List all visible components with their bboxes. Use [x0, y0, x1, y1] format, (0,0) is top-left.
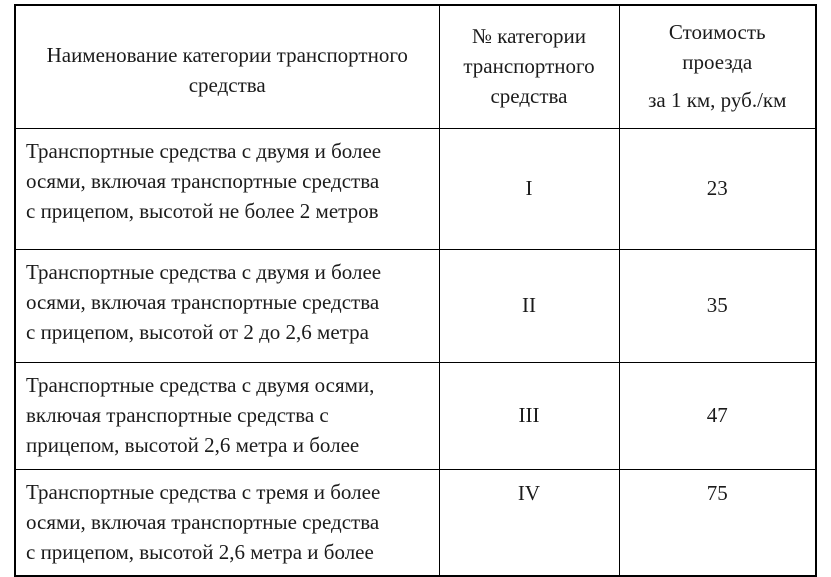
cell-cost-per-km: 23: [618, 128, 817, 250]
header-cost: Стоимость проезда за 1 км, руб./км: [618, 4, 817, 129]
table-row: Транспортные средства с тремя и более ос…: [14, 469, 817, 577]
cell-category-name: Транспортные средства с двумя осями, вкл…: [14, 362, 440, 470]
header-cost-unit: за 1 км, руб./км: [648, 88, 787, 113]
header-category-name: Наименование категории транспортного сре…: [14, 4, 440, 129]
cell-cost-per-km: 35: [618, 249, 817, 363]
document-sheet: Наименование категории транспортного сре…: [14, 4, 817, 577]
cell-category-number: II: [438, 249, 620, 363]
cell-category-name: Транспортные средства с двумя и более ос…: [14, 128, 440, 250]
cell-category-number: I: [438, 128, 620, 250]
vehicle-category-toll-table: Наименование категории транспортного сре…: [14, 4, 817, 577]
header-cost-title: Стоимость проезда: [668, 19, 766, 74]
cell-category-number: IV: [438, 469, 620, 577]
table-header-row: Наименование категории транспортного сре…: [14, 4, 817, 129]
cell-category-name: Транспортные средства с двумя и более ос…: [14, 249, 440, 363]
cell-cost-per-km: 75: [618, 469, 817, 577]
table-row: Транспортные средства с двумя и более ос…: [14, 249, 817, 363]
table-row: Транспортные средства с двумя осями, вкл…: [14, 362, 817, 470]
cell-cost-per-km: 47: [618, 362, 817, 470]
cell-category-name: Транспортные средства с тремя и более ос…: [14, 469, 440, 577]
cell-category-number: III: [438, 362, 620, 470]
table-row: Транспортные средства с двумя и более ос…: [14, 128, 817, 250]
header-category-number: № категории транспортного средства: [438, 4, 620, 129]
